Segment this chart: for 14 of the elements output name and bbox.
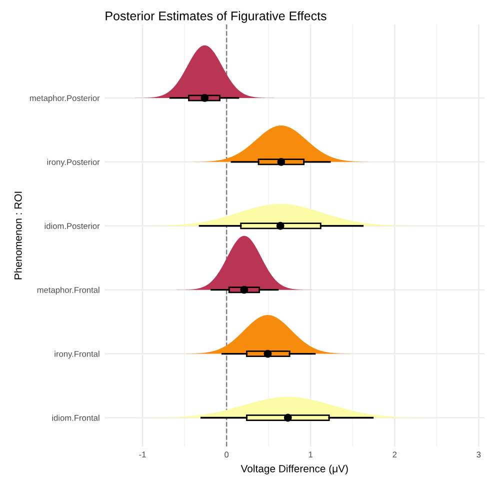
y-tick-label: idiom.Frontal [52,414,100,421]
x-tick-label: 3 [476,452,481,458]
x-tick-label: 2 [392,452,397,458]
chart-title: Posterior Estimates of Figurative Effects [106,11,326,23]
y-tick-label: irony.Frontal [54,350,100,359]
x-tick-label: 0 [224,452,229,458]
y-tick-label: irony.Posterior [47,158,100,167]
x-tick-label: 1 [308,452,313,458]
y-axis-title: Phenomenon : ROI [14,192,22,280]
y-tick-label: idiom.Posterior [44,222,100,229]
x-tick-label: -1 [139,452,146,458]
y-tick-label: metaphor.Frontal [37,286,100,295]
x-axis-title: Voltage Difference (μV) [240,464,348,474]
y-tick-label: metaphor.Posterior [30,94,100,103]
